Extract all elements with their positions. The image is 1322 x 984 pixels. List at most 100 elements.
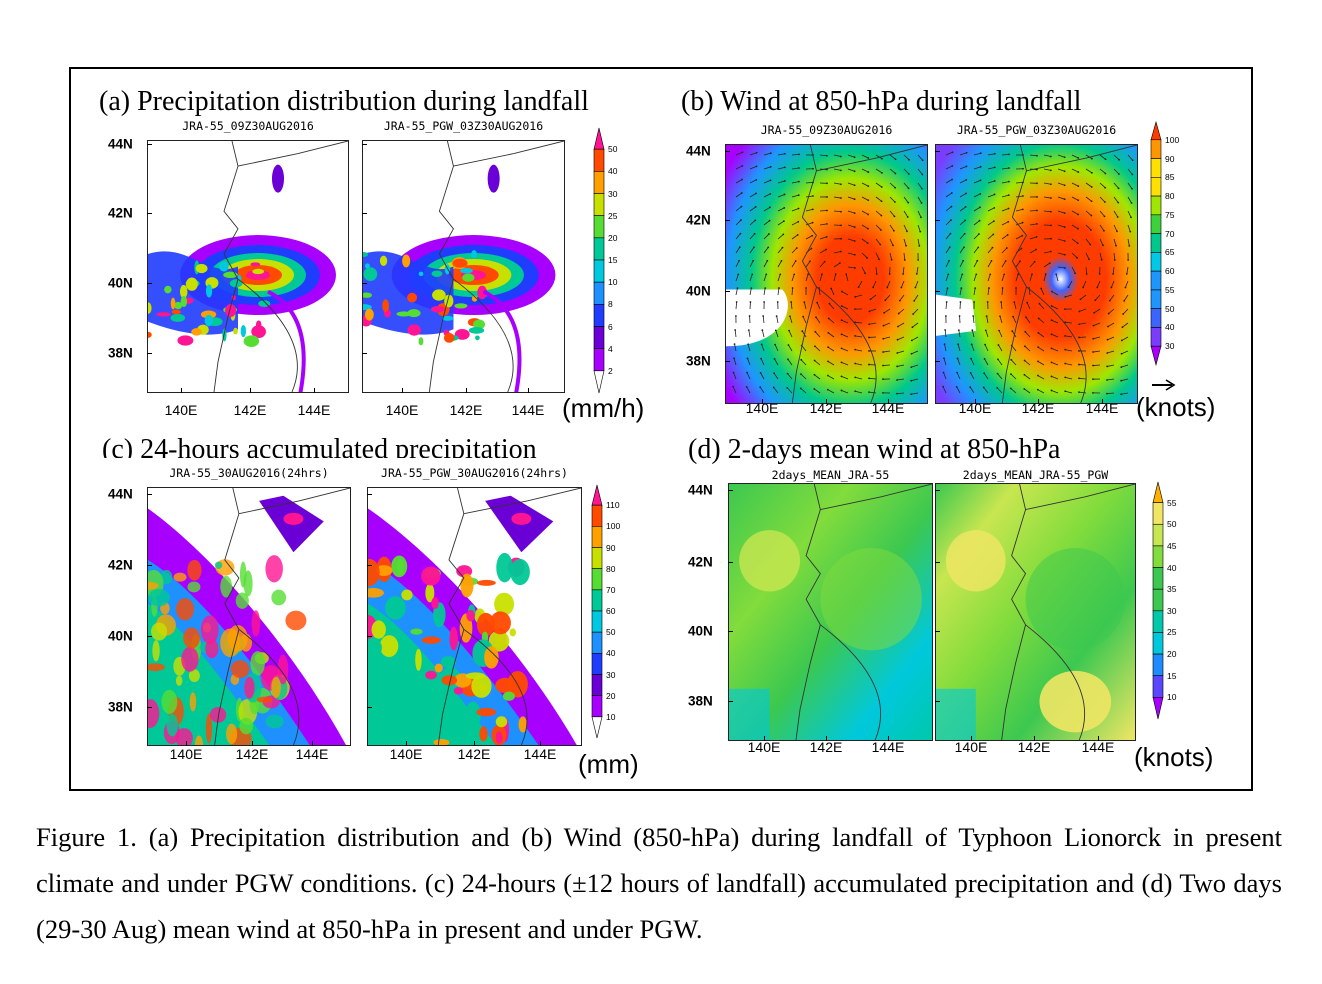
lon-tick-label: 142E (809, 400, 843, 416)
colorbar-label: 90 (606, 542, 616, 553)
colorbar-label: 10 (1167, 692, 1177, 703)
colorbar-cell (593, 281, 605, 305)
colorbar-label: 50 (1165, 303, 1175, 314)
colorbar-label: 6 (608, 321, 613, 332)
panel-b-unit: (knots) (1136, 392, 1216, 422)
lon-tick-label: 140E (954, 739, 988, 755)
lon-tick (250, 388, 251, 393)
colorbar-cell (591, 716, 603, 739)
colorbar-cell (1152, 567, 1164, 590)
colorbar-label: 10 (608, 276, 618, 287)
colorbar-cell (591, 610, 603, 633)
lat-tick (362, 353, 367, 354)
lat-tick (362, 144, 367, 145)
colorbar-cell (593, 348, 605, 372)
colorbar-label: 60 (606, 605, 616, 616)
lon-tick (402, 388, 403, 393)
colorbar-cell (591, 568, 603, 591)
colorbar-cell (593, 259, 605, 283)
lon-tick (466, 388, 467, 393)
colorbar-label: 50 (608, 143, 618, 154)
colorbar-label: 90 (1165, 153, 1175, 164)
colorbar-label: 40 (1167, 562, 1177, 573)
panel-d-title: (d) 2-days mean wind at 850-hPa (688, 434, 1061, 465)
lat-tick-label: 38N (108, 345, 133, 361)
colorbar-cell (1150, 289, 1162, 309)
colorbar-cell (593, 193, 605, 216)
panel-a-title: (a) Precipitation distribution during la… (99, 86, 589, 117)
lon-tick (888, 399, 889, 404)
colorbar-cell (1152, 675, 1164, 698)
colorbar-cell (1152, 481, 1164, 503)
lon-tick (186, 741, 187, 746)
panel-a-map-2-title: JRA-55_PGW_03Z30AUG2016 (383, 119, 544, 133)
lat-tick (935, 562, 940, 563)
colorbar-label: 85 (1165, 172, 1175, 183)
colorbar-label: 100 (1165, 134, 1180, 145)
lon-tick (888, 736, 889, 741)
colorbar-cell (593, 148, 605, 172)
colorbar-cell (1150, 121, 1162, 141)
lon-tick-label: 144E (1081, 739, 1115, 755)
lat-tick (367, 494, 372, 495)
lon-tick-label: 144E (871, 739, 905, 755)
colorbar-label: 15 (1167, 670, 1177, 681)
colorbar-label: 4 (608, 343, 613, 354)
lat-tick (367, 636, 372, 637)
panel-c-map-1-field (148, 488, 350, 745)
panel-b-map-2-field (936, 145, 1137, 403)
panel-c-title: (c) 24-hours accumulated precipitation (102, 436, 537, 458)
panel-b-map-1 (725, 144, 928, 404)
colorbar-cell (1152, 653, 1164, 677)
colorbar-cell (591, 547, 603, 569)
colorbar-cell (1150, 214, 1162, 234)
lat-tick (147, 707, 152, 708)
colorbar-cell (593, 171, 605, 194)
lat-tick (728, 562, 733, 563)
colorbar-cell (591, 631, 603, 654)
lat-tick (725, 151, 730, 152)
lat-tick (935, 701, 940, 702)
lat-tick (362, 283, 367, 284)
lat-tick-label: 42N (108, 205, 133, 221)
colorbar-cell (1152, 610, 1164, 633)
lat-tick (935, 220, 940, 221)
coastline (1001, 484, 1027, 740)
coastline (1001, 145, 1027, 403)
lat-tick-label: 38N (688, 693, 713, 709)
lon-tick (1034, 736, 1035, 741)
lat-tick-label: 38N (108, 699, 133, 715)
colorbar-label: 20 (606, 690, 616, 701)
lon-tick-label: 142E (449, 402, 483, 418)
lon-tick-label: 140E (169, 746, 203, 762)
lat-tick-label: 40N (108, 275, 133, 291)
colorbar-label: 60 (1165, 265, 1175, 276)
lon-tick (826, 399, 827, 404)
colorbar-cell (1152, 545, 1164, 568)
colorbar-cell (1150, 252, 1162, 272)
colorbar-label: 70 (606, 584, 616, 595)
colorbar-cell (1150, 195, 1162, 216)
colorbar-label: 20 (608, 232, 618, 243)
lat-tick-label: 44N (108, 486, 133, 502)
reference-vector-icon (1152, 379, 1176, 391)
lat-tick-label: 44N (686, 143, 711, 159)
colorbar-label: 15 (608, 254, 618, 265)
colorbar-label: 2 (608, 365, 613, 376)
panel-d-map-1-field (729, 484, 932, 740)
colorbar-label: 55 (1165, 284, 1175, 295)
lon-tick (540, 741, 541, 746)
colorbar-label: 30 (1165, 340, 1175, 351)
panel-d-map-1 (728, 483, 933, 741)
lat-tick-label: 40N (686, 283, 711, 299)
lon-tick-label: 144E (1085, 400, 1119, 416)
lat-tick (728, 631, 733, 632)
panel-b-map-1-title: JRA-55_09Z30AUG2016 (760, 123, 893, 137)
lat-tick (725, 291, 730, 292)
colorbar-label: 40 (606, 648, 616, 659)
lon-tick (528, 388, 529, 393)
lat-tick-label: 42N (688, 554, 713, 570)
colorbar-label: 100 (606, 521, 621, 532)
panel-d-map-2 (935, 483, 1136, 741)
coastline (437, 488, 465, 745)
